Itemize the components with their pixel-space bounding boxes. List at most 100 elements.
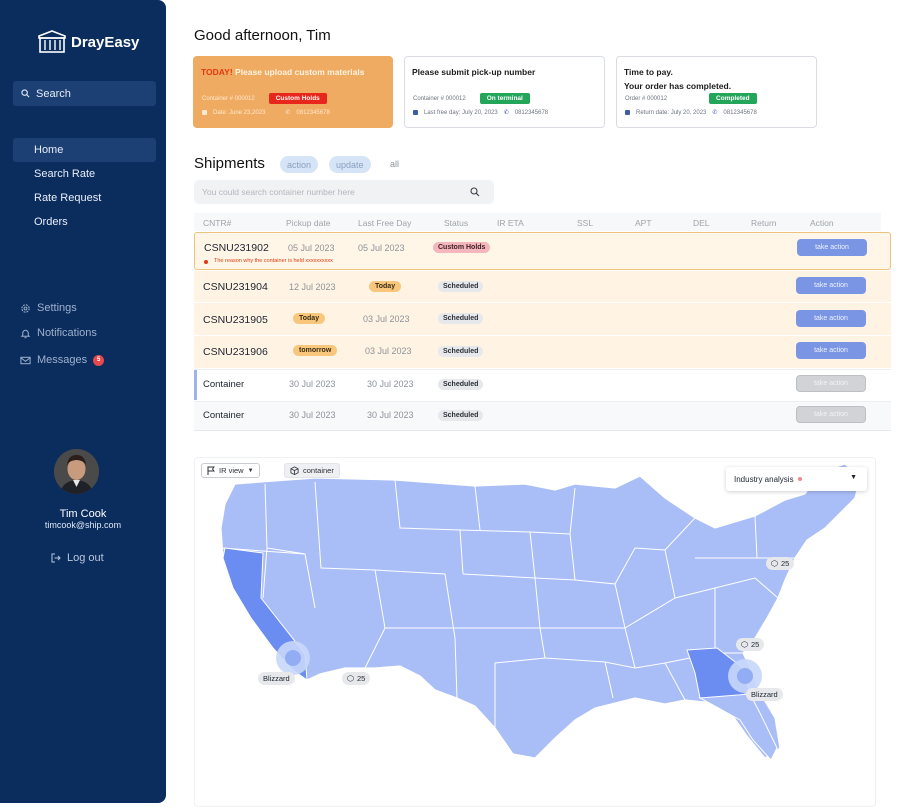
card-container-number: Container # 000012 (202, 96, 255, 102)
table-row[interactable]: CSNU231906 tomorrow 03 Jul 2023 Schedule… (194, 336, 891, 368)
us-map (195, 458, 876, 807)
sidebar-item-home[interactable]: Home (13, 138, 156, 162)
sidebar-search[interactable]: Search (13, 81, 156, 106)
pickup-date: Today (293, 313, 325, 324)
card-date-row: Return date: July 20, 2023 ✆ 0812345678 (625, 109, 757, 116)
search-placeholder: You could search container number here (202, 187, 355, 197)
last-free-day: 03 Jul 2023 (363, 314, 410, 324)
container-id: CSNU231906 (203, 346, 268, 358)
messages-count-badge: 5 (93, 355, 104, 366)
box-icon: ⬡ (347, 674, 354, 683)
card-phone: 0812345678 (723, 110, 756, 116)
last-free-day: Today (369, 281, 401, 292)
filter-action[interactable]: action (280, 156, 318, 173)
container-count-marker[interactable]: ⬡ 25 (342, 672, 370, 685)
sidebar-item-settings[interactable]: Settings (20, 298, 77, 318)
container-count-marker[interactable]: ⬡ 25 (766, 557, 794, 570)
container-id: CSNU231905 (203, 314, 268, 326)
gear-icon (20, 303, 31, 314)
messages-label: Messages (37, 354, 87, 366)
mail-icon (20, 355, 31, 366)
search-icon (470, 187, 480, 197)
pickup-date: 12 Jul 2023 (289, 282, 336, 292)
hold-reason: The reason why the container is held xxx… (214, 258, 333, 264)
filter-update[interactable]: update (329, 156, 371, 173)
us-map-panel[interactable]: IR view ▼ container Industry analysis ▼ … (194, 457, 876, 807)
container-count-marker[interactable]: ⬡ 25 (736, 638, 764, 651)
status-chip: On terminal (480, 93, 530, 104)
sidebar-item-notifications[interactable]: Notifications (20, 323, 97, 343)
avatar[interactable] (54, 449, 99, 494)
status-dot (798, 477, 802, 481)
container-count: 25 (781, 559, 789, 568)
column-header: Return (751, 218, 777, 228)
sidebar-item-search-rate[interactable]: Search Rate (13, 162, 156, 186)
filter-all[interactable]: all (390, 159, 399, 169)
brand-name: DrayEasy (71, 34, 139, 51)
table-row[interactable]: Container 30 Jul 2023 30 Jul 2023 Schedu… (194, 369, 891, 400)
page-title: Good afternoon, Tim (194, 27, 331, 44)
event-marker-west (285, 650, 301, 666)
logout-label: Log out (67, 552, 104, 564)
card-phone: 0812345678 (296, 110, 329, 116)
take-action-button[interactable]: take action (796, 310, 866, 327)
take-action-button[interactable]: take action (796, 342, 866, 359)
brand-logo[interactable]: DrayEasy (37, 30, 139, 54)
container-id: CSNU231904 (203, 281, 268, 293)
last-free-day: 30 Jul 2023 (367, 410, 414, 420)
search-label: Search (36, 88, 71, 100)
card-meta-row: Order # 000012 Completed (625, 93, 757, 104)
column-header: Action (810, 218, 834, 228)
sidebar-item-messages[interactable]: Messages 5 (20, 350, 104, 370)
card-date: Last free day: July 20, 2023 (424, 110, 498, 116)
container-layer-toggle[interactable]: container (284, 463, 340, 478)
weather-event-label[interactable]: Blizzard (746, 688, 783, 701)
pickup-date: 30 Jul 2023 (289, 379, 336, 389)
flag-icon (207, 466, 215, 475)
column-header: Last Free Day (358, 218, 411, 228)
alert-dot (204, 260, 208, 264)
box-icon (290, 466, 299, 475)
status-badge: Scheduled (438, 313, 483, 324)
phone-icon: ✆ (712, 109, 717, 116)
sidebar-item-orders[interactable]: Orders (13, 210, 156, 234)
take-action-button[interactable]: take action (797, 239, 867, 256)
take-action-button[interactable]: take action (796, 406, 866, 423)
card-meta-row: Container # 000012 Custom Holds (202, 93, 327, 104)
card-date: Date: June 23,2023 (213, 110, 265, 116)
pickup-date: 05 Jul 2023 (288, 243, 335, 253)
status-badge: Scheduled (438, 410, 483, 421)
status-chip: Completed (709, 93, 757, 104)
container-logo-icon (37, 30, 67, 54)
section-title-shipments: Shipments (194, 155, 265, 172)
table-row[interactable]: CSNU231905 Today 03 Jul 2023 Scheduled t… (194, 303, 891, 335)
industry-analysis-select[interactable]: Industry analysis ▼ (726, 467, 867, 491)
chevron-down-icon: ▼ (850, 474, 857, 481)
sidebar-item-rate-request[interactable]: Rate Request (13, 186, 156, 210)
last-free-day: 30 Jul 2023 (367, 379, 414, 389)
calendar-icon (413, 110, 418, 115)
task-card-pickup[interactable]: Please submit pick-up number Container #… (404, 56, 605, 128)
table-row[interactable]: Container 30 Jul 2023 30 Jul 2023 Schedu… (194, 401, 891, 431)
task-card-upload[interactable]: TODAY! Please upload custom materials Co… (193, 56, 393, 128)
container-search-input[interactable]: You could search container number here (194, 180, 494, 204)
logout-button[interactable]: Log out (51, 552, 104, 564)
table-row[interactable]: CSNU231902 05 Jul 2023 05 Jul 2023 Custo… (194, 232, 891, 270)
card-title: Time to pay. (624, 65, 809, 79)
search-icon (21, 89, 30, 98)
box-icon: ⬡ (741, 640, 748, 649)
take-action-button[interactable]: take action (796, 277, 866, 294)
card-order-number: Order # 000012 (625, 96, 667, 102)
take-action-button[interactable]: take action (796, 375, 866, 392)
weather-event-label[interactable]: Blizzard (258, 672, 295, 685)
status-badge: Scheduled (438, 281, 483, 292)
card-date-row: Last free day: July 20, 2023 ✆ 081234567… (413, 109, 548, 116)
container-count: 25 (357, 674, 365, 683)
table-row[interactable]: CSNU231904 12 Jul 2023 Today Scheduled t… (194, 271, 891, 302)
calendar-icon (625, 110, 630, 115)
column-header: CNTR# (203, 218, 231, 228)
task-card-payment[interactable]: Time to pay. Your order has completed. O… (616, 56, 817, 128)
ir-view-select[interactable]: IR view ▼ (201, 463, 260, 478)
column-header: Status (444, 218, 468, 228)
container-id: Container (203, 410, 244, 421)
